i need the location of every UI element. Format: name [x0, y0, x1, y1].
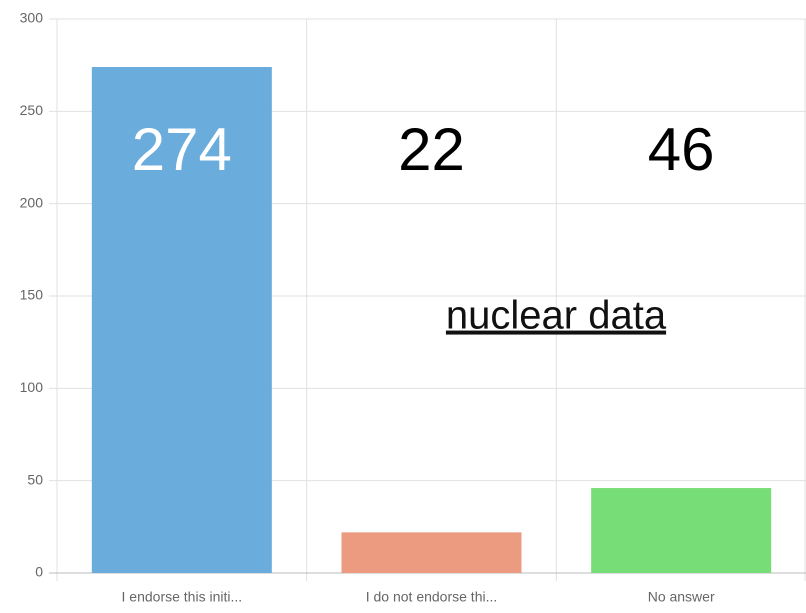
y-tick-label: 50 — [27, 471, 43, 487]
x-tick-label: No answer — [648, 589, 715, 605]
bar — [591, 488, 772, 573]
data-label: 46 — [648, 116, 715, 183]
data-label: 22 — [398, 116, 465, 183]
y-tick-label: 100 — [20, 379, 44, 395]
bar — [91, 67, 272, 573]
bar — [341, 532, 522, 573]
x-tick-label: I do not endorse thi... — [366, 589, 498, 605]
y-tick-label: 200 — [20, 194, 44, 210]
x-tick-label: I endorse this initi... — [122, 589, 243, 605]
data-label: 274 — [132, 116, 232, 183]
y-tick-label: 150 — [20, 287, 44, 303]
y-tick-label: 0 — [35, 564, 43, 580]
annotation-link[interactable]: nuclear data — [446, 294, 667, 338]
y-tick-label: 300 — [20, 10, 44, 26]
y-tick-label: 250 — [20, 102, 44, 118]
